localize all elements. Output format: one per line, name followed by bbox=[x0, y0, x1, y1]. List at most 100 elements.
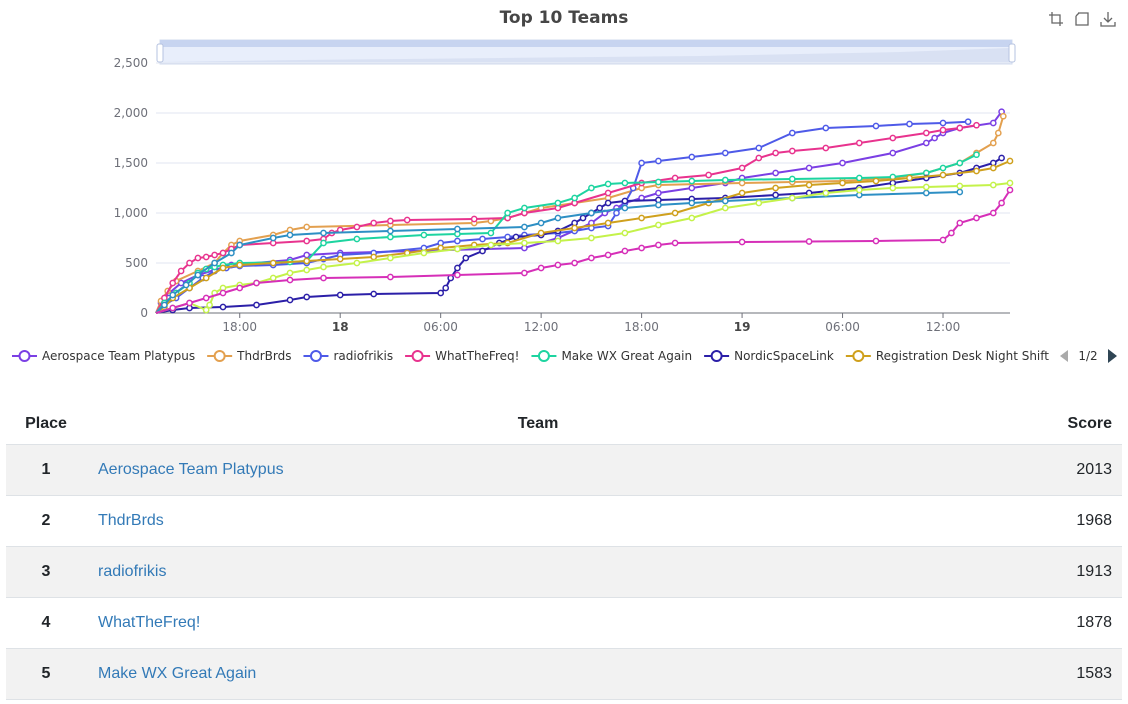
data-point bbox=[755, 154, 763, 162]
data-point bbox=[512, 233, 520, 241]
data-point bbox=[989, 209, 997, 217]
legend-item[interactable]: NordicSpaceLink bbox=[704, 349, 834, 363]
chart-title: Top 10 Teams bbox=[500, 8, 629, 28]
data-point bbox=[387, 227, 394, 235]
chart-legend[interactable]: Aerospace Team Platypus ThdrBrds radiofrik… bbox=[12, 349, 1117, 363]
data-point bbox=[479, 247, 486, 255]
team-link[interactable]: WhatTheFreq! bbox=[98, 614, 201, 631]
data-point bbox=[705, 171, 712, 179]
header-team: Team bbox=[86, 404, 990, 445]
zoom-area-icon[interactable] bbox=[1048, 11, 1064, 27]
data-point bbox=[454, 237, 461, 245]
data-point bbox=[973, 121, 980, 129]
team-link[interactable]: ThdrBrds bbox=[98, 512, 164, 529]
legend-prev-icon[interactable] bbox=[1060, 350, 1068, 362]
data-point bbox=[202, 274, 210, 282]
data-zoom-handle-right[interactable] bbox=[1008, 43, 1016, 63]
data-point bbox=[738, 189, 746, 197]
data-point bbox=[621, 179, 629, 187]
legend-page-indicator: 1/2 bbox=[1078, 349, 1097, 363]
team-link[interactable]: Make WX Great Again bbox=[98, 665, 257, 682]
data-zoom-slider[interactable] bbox=[156, 39, 1016, 65]
series-line bbox=[155, 182, 1011, 314]
legend-marker bbox=[710, 350, 723, 362]
data-point bbox=[805, 164, 813, 172]
row-place: 1 bbox=[6, 444, 86, 496]
data-point bbox=[442, 284, 450, 292]
data-point bbox=[253, 301, 260, 309]
legend-item[interactable]: ThdrBrds bbox=[207, 349, 291, 363]
data-point bbox=[521, 223, 528, 231]
data-point bbox=[889, 149, 897, 157]
data-point bbox=[939, 119, 947, 127]
data-point bbox=[973, 214, 980, 222]
data-point bbox=[788, 175, 796, 183]
header-place: Place bbox=[6, 404, 86, 445]
data-point bbox=[688, 177, 696, 185]
data-point bbox=[521, 204, 528, 212]
table-row: 4 WhatTheFreq! 1878 bbox=[6, 597, 1122, 649]
legend-item[interactable]: Aerospace Team Platypus bbox=[12, 349, 195, 363]
data-point bbox=[420, 249, 428, 257]
x-tick-label: 06:00 bbox=[825, 320, 860, 334]
data-point bbox=[755, 199, 763, 207]
data-point bbox=[370, 253, 378, 261]
data-point bbox=[454, 225, 461, 233]
zoom-reset-icon[interactable] bbox=[1074, 11, 1090, 27]
data-point bbox=[889, 134, 897, 142]
row-place: 3 bbox=[6, 546, 86, 598]
data-point bbox=[939, 236, 947, 244]
data-point bbox=[922, 183, 930, 191]
data-point bbox=[336, 291, 344, 299]
data-point bbox=[537, 229, 545, 237]
data-point bbox=[604, 219, 612, 227]
data-point bbox=[855, 174, 863, 182]
data-point bbox=[194, 271, 202, 279]
data-point bbox=[521, 269, 528, 277]
row-score: 2013 bbox=[990, 444, 1122, 496]
data-point bbox=[286, 269, 294, 277]
data-point bbox=[420, 231, 428, 239]
data-point bbox=[387, 254, 394, 262]
data-point bbox=[738, 238, 746, 246]
data-point bbox=[554, 214, 562, 222]
data-point bbox=[688, 184, 696, 192]
legend-item[interactable]: Registration Desk Night Shift bbox=[845, 349, 1049, 363]
data-point bbox=[387, 273, 394, 281]
data-point bbox=[169, 304, 177, 312]
data-point bbox=[872, 177, 880, 185]
series-line bbox=[155, 189, 1011, 314]
data-point bbox=[999, 112, 1007, 120]
y-tick-label: 2,000 bbox=[114, 106, 148, 120]
data-zoom-bar[interactable] bbox=[160, 40, 1012, 47]
series-registration-desk-night-shift bbox=[155, 157, 1014, 314]
x-tick-label: 18:00 bbox=[624, 320, 659, 334]
data-point bbox=[939, 126, 947, 134]
legend-item[interactable]: radiofrikis bbox=[303, 349, 393, 363]
table-row: 2 ThdrBrds 1968 bbox=[6, 495, 1122, 547]
x-tick-label: 06:00 bbox=[423, 320, 458, 334]
data-point bbox=[269, 234, 277, 242]
legend-marker bbox=[309, 350, 322, 362]
legend-item[interactable]: Make WX Great Again bbox=[531, 349, 692, 363]
legend-label: radiofrikis bbox=[333, 349, 393, 363]
team-link[interactable]: radiofrikis bbox=[98, 563, 167, 580]
data-point bbox=[370, 290, 378, 298]
x-tick-label: 12:00 bbox=[524, 320, 559, 334]
data-point bbox=[621, 197, 629, 205]
data-point bbox=[269, 274, 277, 282]
data-zoom-handle-left[interactable] bbox=[156, 43, 164, 63]
data-point bbox=[822, 189, 830, 197]
data-point bbox=[688, 199, 696, 207]
table-row: 1 Aerospace Team Platypus 2013 bbox=[6, 444, 1122, 496]
row-score: 1583 bbox=[990, 648, 1122, 700]
data-point bbox=[788, 147, 796, 155]
download-icon[interactable] bbox=[1100, 11, 1116, 27]
data-point bbox=[721, 204, 729, 212]
data-point bbox=[939, 164, 947, 172]
legend-next-icon[interactable] bbox=[1108, 349, 1117, 363]
data-point bbox=[236, 284, 244, 292]
data-point bbox=[906, 174, 913, 182]
legend-item[interactable]: WhatTheFreq! bbox=[405, 349, 519, 363]
team-link[interactable]: Aerospace Team Platypus bbox=[98, 461, 284, 478]
